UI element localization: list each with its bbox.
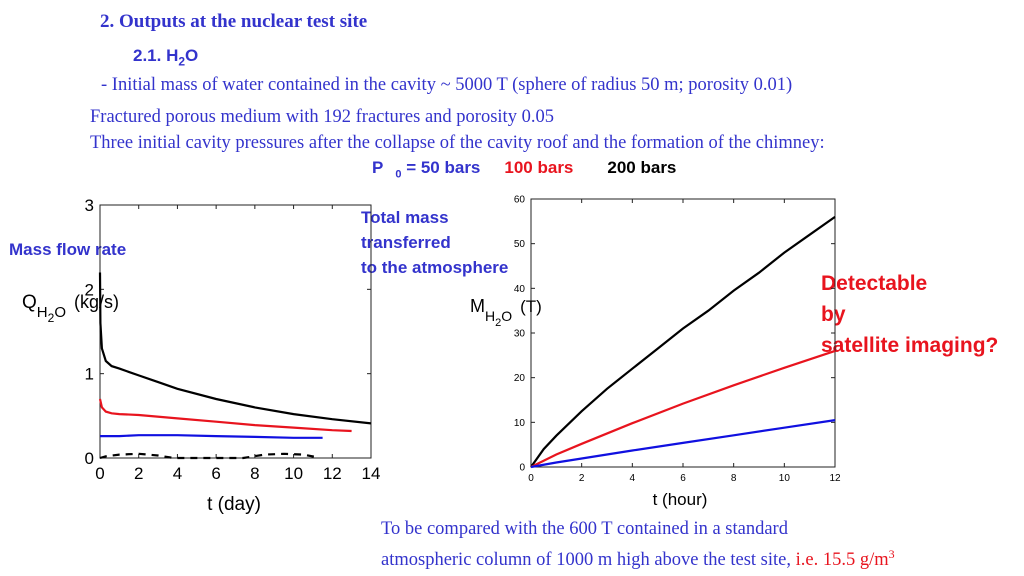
right-chart-ytick-label: 50 — [514, 239, 526, 250]
right-chart-xtick-label: 8 — [731, 473, 737, 484]
subsection-sub: 2 — [178, 54, 186, 69]
left-chart-series-2 — [100, 434, 323, 439]
left-chart-series-1 — [98, 398, 352, 433]
left-chart-xtick-label: 6 — [211, 464, 220, 483]
left-chart-xtick-label: 4 — [173, 464, 182, 483]
section-title: 2. Outputs at the nuclear test site — [100, 11, 368, 32]
note-line2: atmospheric column of 1000 m high above … — [381, 542, 895, 573]
subsection-prefix: 2.1. H — [133, 46, 179, 65]
left-chart-ytick-label: 0 — [85, 449, 94, 468]
left-chart-series-0 — [98, 272, 372, 425]
subsection-title: 2.1. H2O — [133, 46, 198, 68]
note-line1: To be compared with the 600 T contained … — [381, 519, 788, 539]
right-chart-xtick-label: 12 — [829, 473, 841, 484]
left-chart-xtick-label: 10 — [284, 464, 303, 483]
pressures-intro-line: Three initial cavity pressures after the… — [90, 133, 825, 153]
left-chart-ytick-label: 3 — [85, 196, 94, 215]
note-line2-text: atmospheric column of 1000 m high above … — [381, 550, 796, 571]
mass-flow-rate-label: Mass flow rate — [9, 240, 127, 259]
left-chart-xtick-label: 2 — [134, 464, 143, 483]
total-mass-line3: to the atmosphere — [361, 258, 509, 277]
left-chart-ytick-label: 2 — [85, 280, 94, 299]
left-ylabel: QH2O(kg/s) — [22, 292, 119, 325]
left-chart-ytick-label: 1 — [85, 365, 94, 384]
note-density-sup: 3 — [888, 547, 895, 561]
left-chart-xtick-label: 12 — [323, 464, 342, 483]
subsection-suffix: O — [185, 46, 199, 65]
detectable-question: Detectable by satellite imaging? — [821, 268, 998, 361]
left-chart-series-3 — [99, 452, 318, 460]
right-chart-ytick-label: 10 — [514, 418, 526, 429]
right-chart-xtick-label: 4 — [630, 473, 636, 484]
detectable-line2: by — [821, 303, 846, 326]
note-density: i.e. 15.5 g/m — [795, 550, 889, 571]
right-chart-xtick-label: 2 — [579, 473, 585, 484]
right-chart-ytick-label: 60 — [514, 195, 526, 206]
right-chart-xtick-label: 6 — [680, 473, 686, 484]
detectable-line3: satellite imaging? — [821, 334, 999, 357]
right-chart-series-1 — [530, 349, 836, 468]
pressure-100: 100 bars — [504, 158, 574, 177]
total-mass-label: Total mass transferred to the atmosphere — [361, 205, 508, 280]
comparison-note: To be compared with the 600 T contained … — [381, 517, 895, 573]
right-chart-series-0 — [530, 216, 836, 468]
detectable-line1: Detectable — [821, 272, 928, 295]
right-chart-series-2 — [530, 419, 836, 469]
p0-prefix: P — [372, 158, 384, 177]
left-chart-xtick-label: 14 — [362, 464, 381, 483]
right-chart-ytick-label: 40 — [514, 284, 526, 295]
total-mass-line2: transferred — [361, 233, 451, 252]
left-chart-xtick-label: 8 — [250, 464, 259, 483]
right-chart-ytick-label: 30 — [514, 329, 526, 340]
right-chart-ytick-label: 0 — [519, 463, 525, 474]
pressure-200: 200 bars — [607, 158, 677, 177]
medium-line: Fractured porous medium with 192 fractur… — [90, 107, 554, 127]
right-chart-xtick-label: 0 — [528, 473, 534, 484]
right-xlabel: t (hour) — [653, 490, 708, 509]
initial-mass-line: - Initial mass of water contained in the… — [101, 75, 793, 95]
right-chart-ytick-label: 20 — [514, 373, 526, 384]
p0-value: = 50 bars — [401, 158, 481, 177]
left-chart-xtick-label: 0 — [95, 464, 104, 483]
right-chart-xtick-label: 10 — [779, 473, 791, 484]
p0-sub: 0 — [395, 168, 402, 181]
left-xlabel: t (day) — [207, 494, 261, 515]
total-mass-line1: Total mass — [361, 208, 449, 227]
